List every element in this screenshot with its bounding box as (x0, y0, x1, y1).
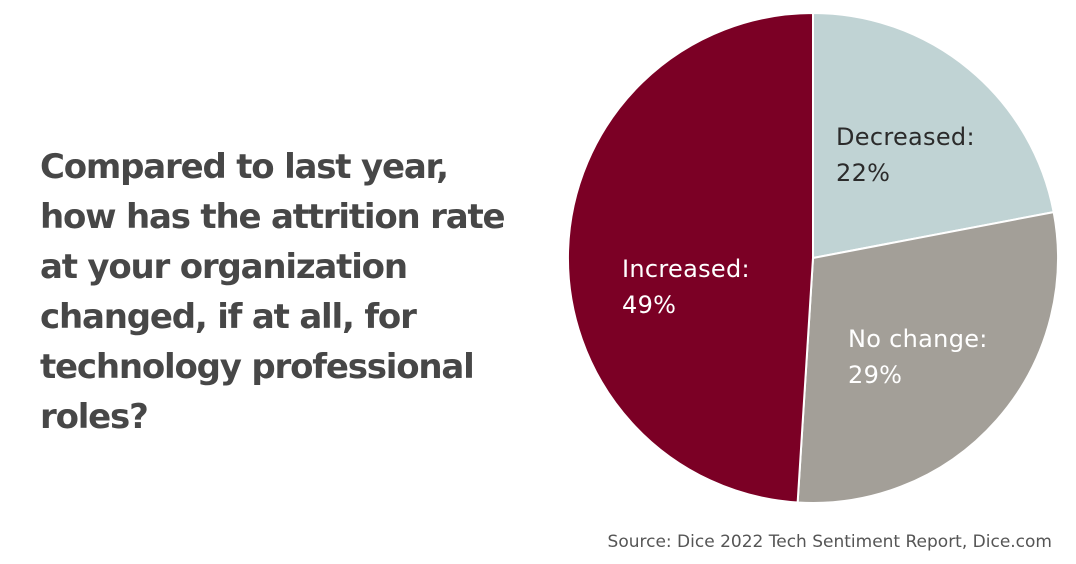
slice-value-label: 22% (836, 159, 890, 187)
source-note: Source: Dice 2022 Tech Sentiment Report,… (607, 532, 1052, 552)
pie-labels: Decreased: 22% No change: 29% Increased: 49% (622, 123, 988, 389)
chart-question: Compared to last year, how has the attri… (40, 147, 506, 437)
pie-slice-increased (567, 12, 814, 504)
pie-slice-no-change (796, 211, 1059, 504)
slice-label: No change: (848, 325, 988, 353)
pie-slice-decreased (812, 12, 1055, 259)
slice-label: Increased: (622, 255, 750, 283)
slice-value-label: 49% (622, 291, 676, 319)
slice-label: Decreased: (836, 123, 975, 151)
slice-value-label: 29% (848, 361, 902, 389)
pie-slices (567, 12, 1059, 504)
